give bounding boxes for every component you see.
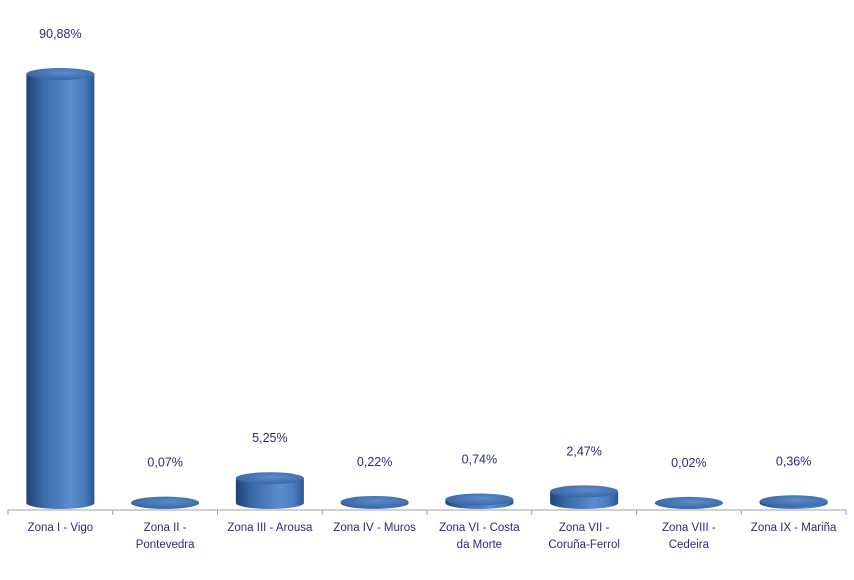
x-tick-label: Zona VIII - — [662, 522, 716, 534]
bar-body — [235, 478, 304, 509]
bar-top — [654, 496, 723, 509]
x-tick-label: Zona I - Vigo — [28, 522, 94, 534]
bar-body — [26, 74, 95, 509]
x-tick-label: Zona IX - Mariña — [751, 522, 837, 534]
bar-top — [445, 493, 514, 506]
x-tick-label: Zona VI - Costa — [439, 522, 520, 534]
bar-top — [26, 68, 95, 80]
data-label: 2,47% — [566, 444, 601, 458]
bar-top — [235, 472, 304, 485]
data-label: 0,07% — [147, 456, 182, 470]
x-tick-label: Pontevedra — [136, 539, 195, 551]
data-label: 0,74% — [462, 453, 497, 467]
bar-top — [550, 485, 619, 498]
x-tick-label: Coruña-Ferrol — [548, 539, 620, 551]
data-label: 90,88% — [39, 27, 81, 41]
data-label: 0,22% — [357, 455, 392, 469]
data-label: 5,25% — [252, 431, 287, 445]
x-tick-label: Zona II - — [144, 522, 187, 534]
x-tick-label: Zona VII - — [559, 522, 610, 534]
x-tick-label: Zona IV - Muros — [333, 522, 416, 534]
x-tick-label: Cedeira — [669, 539, 710, 551]
bar-top — [759, 495, 828, 508]
bar-top — [131, 496, 200, 509]
data-label: 0,02% — [671, 456, 706, 470]
data-label: 0,36% — [776, 454, 811, 468]
x-tick-label: Zona III - Arousa — [227, 522, 313, 534]
bar-top — [340, 495, 409, 508]
x-tick-label: da Morte — [457, 539, 502, 551]
